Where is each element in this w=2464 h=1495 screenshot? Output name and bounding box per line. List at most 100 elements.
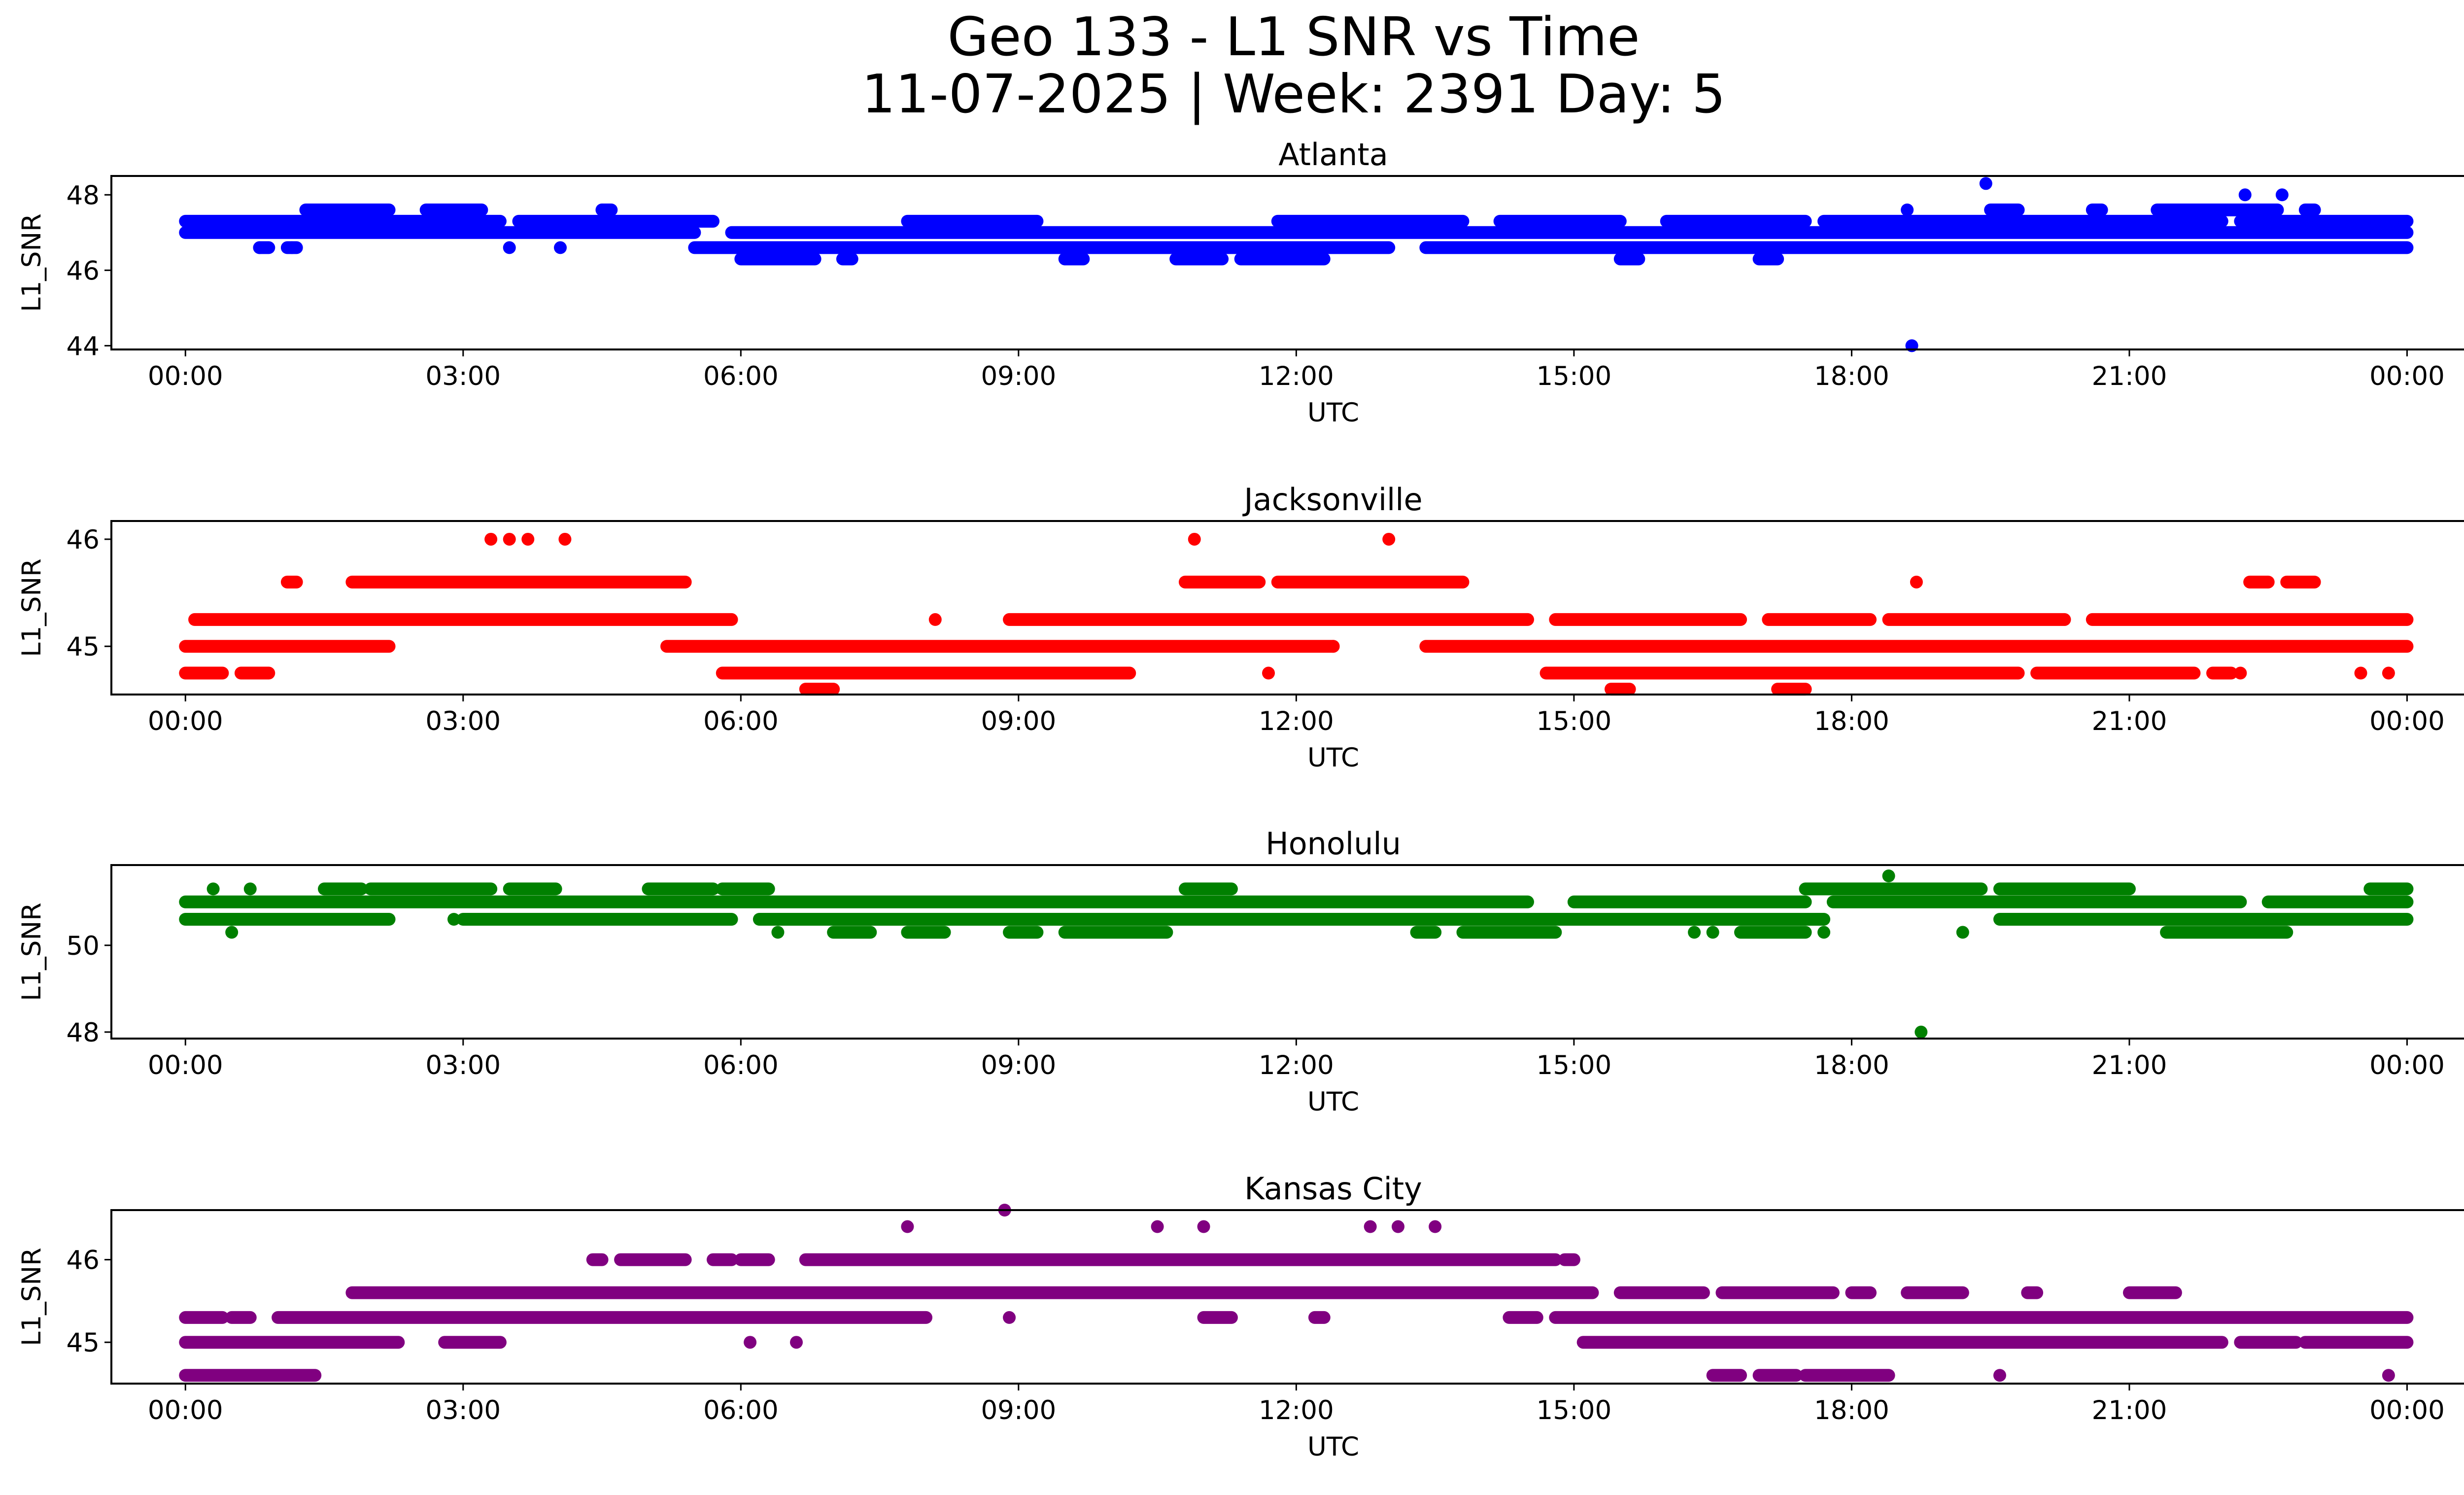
x-tick-label-atlanta-2: 06:00 xyxy=(703,361,779,391)
data-point-kansas-city-10 xyxy=(1993,1369,2006,1382)
y-axis-label-honolulu: L1_SNR xyxy=(17,903,47,1001)
y-axis-label-atlanta: L1_SNR xyxy=(17,213,47,312)
data-point-kansas-city-9 xyxy=(1429,1220,1442,1233)
x-tick-label-jacksonville-7: 21:00 xyxy=(2092,706,2167,736)
series-atlanta xyxy=(179,177,2414,352)
x-tick-label-kansas-city-8: 00:00 xyxy=(2369,1395,2445,1425)
x-tick-label-atlanta-4: 12:00 xyxy=(1259,361,1334,391)
x-tick-label-atlanta-7: 21:00 xyxy=(2092,361,2167,391)
data-point-honolulu-3 xyxy=(447,913,461,926)
x-tick-label-atlanta-0: 00:00 xyxy=(148,361,223,391)
data-point-atlanta-0 xyxy=(253,241,266,254)
axes-frame-jacksonville xyxy=(110,520,2464,695)
x-tick-label-honolulu-5: 15:00 xyxy=(1537,1050,1612,1080)
subplot-grid: Atlanta 00:00 03:00 06:00 09:00 12:00 15:00 18:… xyxy=(17,137,2464,1462)
data-point-jacksonville-3 xyxy=(558,532,572,546)
y-tick-label-atlanta-0: 44 xyxy=(67,331,100,361)
x-tick-label-honolulu-1: 03:00 xyxy=(425,1050,501,1080)
y-tick-label-jacksonville-0: 45 xyxy=(67,632,100,662)
data-point-honolulu-2 xyxy=(225,926,239,939)
data-point-jacksonville-2 xyxy=(521,532,535,546)
data-point-atlanta-9 xyxy=(2275,188,2289,202)
data-point-kansas-city-8 xyxy=(1391,1220,1404,1233)
x-axis-label-kansas-city: UTC xyxy=(1307,1432,1359,1462)
x-axis-label-jacksonville: UTC xyxy=(1307,743,1359,773)
x-tick-label-kansas-city-6: 18:00 xyxy=(1814,1395,1889,1425)
subplot-title-kansas-city: Kansas City xyxy=(1244,1171,1422,1207)
series-honolulu xyxy=(179,869,2414,1039)
y-axis-label-jacksonville: L1_SNR xyxy=(17,558,47,657)
x-tick-label-jacksonville-2: 06:00 xyxy=(703,706,779,736)
data-point-honolulu-7 xyxy=(1956,926,1969,939)
y-tick-label-kansas-city-0: 45 xyxy=(67,1328,100,1358)
data-point-honolulu-10 xyxy=(1817,926,1831,939)
data-point-honolulu-1 xyxy=(243,882,257,896)
x-tick-label-honolulu-0: 00:00 xyxy=(148,1050,223,1080)
data-point-jacksonville-9 xyxy=(928,613,942,626)
data-point-honolulu-9 xyxy=(1706,926,1719,939)
data-point-atlanta-8 xyxy=(2238,188,2252,202)
x-tick-label-honolulu-7: 21:00 xyxy=(2092,1050,2167,1080)
x-tick-label-kansas-city-0: 00:00 xyxy=(148,1395,223,1425)
data-point-kansas-city-4 xyxy=(901,1220,914,1233)
x-tick-label-kansas-city-4: 12:00 xyxy=(1259,1395,1334,1425)
figure-title-line2: 11-07-2025 | Week: 2391 Day: 5 xyxy=(861,64,1725,125)
subplot-title-atlanta: Atlanta xyxy=(1278,137,1388,173)
y-tick-label-honolulu-1: 50 xyxy=(67,931,100,961)
x-tick-label-atlanta-8: 00:00 xyxy=(2369,361,2445,391)
data-point-honolulu-5 xyxy=(1882,869,1895,882)
data-point-kansas-city-11 xyxy=(2382,1369,2395,1382)
data-point-kansas-city-7 xyxy=(1364,1220,1377,1233)
x-tick-label-kansas-city-1: 03:00 xyxy=(425,1395,501,1425)
x-tick-label-honolulu-2: 06:00 xyxy=(703,1050,779,1080)
data-point-kansas-city-1 xyxy=(1003,1311,1016,1324)
subplot-title-honolulu: Honolulu xyxy=(1266,826,1401,862)
data-point-atlanta-6 xyxy=(1901,203,1914,216)
data-point-jacksonville-1 xyxy=(503,532,516,546)
axes-frame-atlanta xyxy=(110,175,2464,350)
x-tick-label-honolulu-6: 18:00 xyxy=(1814,1050,1889,1080)
subplot-honolulu: Honolulu 00:00 03:00 06:00 09:00 12:00 15:00 18… xyxy=(17,826,2464,1117)
x-axis-label-honolulu: UTC xyxy=(1307,1087,1359,1117)
data-point-atlanta-2 xyxy=(503,241,516,254)
y-tick-label-honolulu-0: 48 xyxy=(67,1018,100,1048)
data-point-jacksonville-10 xyxy=(2234,666,2247,680)
x-tick-label-kansas-city-5: 15:00 xyxy=(1537,1395,1612,1425)
data-point-jacksonville-6 xyxy=(1262,666,1275,680)
y-tick-label-atlanta-2: 48 xyxy=(67,180,100,210)
axes-frame-honolulu xyxy=(110,864,2464,1040)
data-point-jacksonville-5 xyxy=(1382,532,1396,546)
x-tick-label-honolulu-8: 00:00 xyxy=(2369,1050,2445,1080)
x-tick-label-honolulu-4: 12:00 xyxy=(1259,1050,1334,1080)
data-point-kansas-city-5 xyxy=(1151,1220,1164,1233)
data-point-honolulu-6 xyxy=(1915,1025,1928,1039)
data-point-jacksonville-8 xyxy=(1910,575,1923,589)
subplot-kansas-city: Kansas City 00:00 03:00 06:00 09:00 12:00 15:0… xyxy=(17,1171,2464,1462)
x-tick-label-jacksonville-0: 00:00 xyxy=(148,706,223,736)
x-tick-label-atlanta-5: 15:00 xyxy=(1537,361,1612,391)
x-tick-label-kansas-city-2: 06:00 xyxy=(703,1395,779,1425)
data-point-jacksonville-0 xyxy=(484,532,498,546)
x-tick-label-jacksonville-1: 03:00 xyxy=(425,706,501,736)
data-point-kansas-city-3 xyxy=(790,1336,803,1349)
data-point-honolulu-8 xyxy=(1688,926,1701,939)
x-tick-label-honolulu-3: 09:00 xyxy=(981,1050,1056,1080)
series-jacksonville xyxy=(179,532,2414,696)
data-point-jacksonville-7 xyxy=(1327,640,1340,653)
x-tick-label-jacksonville-5: 15:00 xyxy=(1537,706,1612,736)
x-tick-label-jacksonville-6: 18:00 xyxy=(1814,706,1889,736)
data-point-kansas-city-2 xyxy=(744,1336,757,1349)
data-point-atlanta-3 xyxy=(554,241,567,254)
y-tick-label-atlanta-1: 46 xyxy=(67,256,100,286)
x-tick-label-kansas-city-3: 09:00 xyxy=(981,1395,1056,1425)
figure-title-line1: Geo 133 - L1 SNR vs Time xyxy=(947,6,1640,68)
x-tick-label-atlanta-1: 03:00 xyxy=(425,361,501,391)
data-point-honolulu-0 xyxy=(206,882,220,896)
x-axis-label-atlanta: UTC xyxy=(1307,398,1359,428)
data-point-jacksonville-12 xyxy=(2382,666,2395,680)
subplot-title-jacksonville: Jacksonville xyxy=(1242,482,1422,518)
data-point-jacksonville-11 xyxy=(2354,666,2367,680)
x-tick-label-jacksonville-3: 09:00 xyxy=(981,706,1056,736)
x-tick-label-kansas-city-7: 21:00 xyxy=(2092,1395,2167,1425)
